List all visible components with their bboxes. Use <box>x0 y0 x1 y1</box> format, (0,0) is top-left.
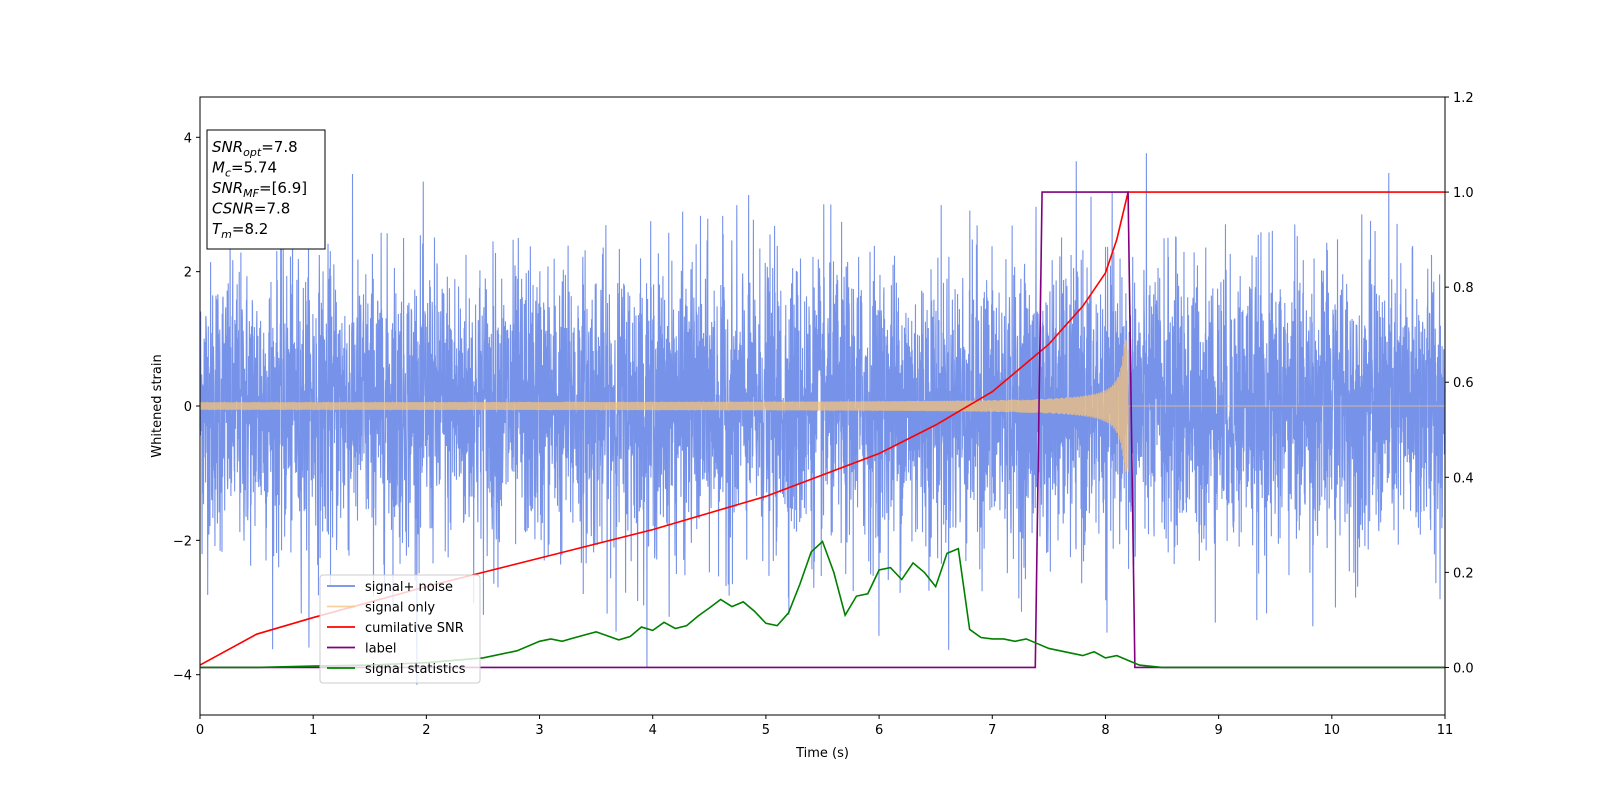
x-tick-label: 4 <box>649 723 657 738</box>
y2-tick-label: 0.8 <box>1453 281 1474 296</box>
info-line: Tm=8.2 <box>212 220 268 241</box>
legend-label: signal statistics <box>365 662 466 677</box>
axes: 0 1 2 3 4 5 6 7 8 9 10 11 −4 −2 0 2 4 0.0 0.2 0.4 0.6 0.8 1.0 1… <box>150 91 1474 761</box>
x-tick-label: 6 <box>875 723 883 738</box>
x-tick-label: 8 <box>1101 723 1109 738</box>
x-tick-label: 2 <box>422 723 430 738</box>
x-tick-label: 10 <box>1324 723 1341 738</box>
x-tick-label: 0 <box>196 723 204 738</box>
series-signal-plus-noise <box>199 153 1446 685</box>
legend-label: cumilative SNR <box>365 621 464 636</box>
y-tick-label: 4 <box>184 131 192 146</box>
legend: signal+ noise signal only cumilative SNR la… <box>319 574 481 684</box>
legend-label: label <box>365 642 396 657</box>
signal-statistics-line <box>200 540 1445 669</box>
y2-tick-label: 0.0 <box>1453 661 1474 676</box>
x-tick-label: 9 <box>1214 723 1222 738</box>
y-tick-label: −2 <box>173 534 192 549</box>
x-tick-label: 1 <box>309 723 317 738</box>
y2-tick-label: 0.4 <box>1453 471 1474 486</box>
series-signal-only <box>199 338 1445 474</box>
y2-tick-label: 0.2 <box>1453 566 1474 581</box>
signal-plus-noise-line <box>199 153 1446 685</box>
info-line: Mc=5.74 <box>212 159 277 180</box>
info-line: SNRMF=[6.9] <box>212 179 307 200</box>
y-axis-label: Whitened strain <box>150 354 165 457</box>
y2-tick-label: 1.0 <box>1453 186 1474 201</box>
y2-tick-label: 0.6 <box>1453 376 1474 391</box>
x-tick-label: 7 <box>988 723 996 738</box>
legend-label: signal+ noise <box>365 580 453 595</box>
legend-frame <box>319 574 481 684</box>
info-line: CSNR=7.8 <box>212 200 290 218</box>
x-axis-label: Time (s) <box>795 746 849 761</box>
x-tick-label: 11 <box>1437 723 1454 738</box>
y-tick-label: −4 <box>173 669 192 684</box>
info-box-frame <box>206 129 326 250</box>
y-tick-label: 0 <box>184 400 192 415</box>
info-line: SNRopt=7.8 <box>212 138 298 159</box>
x-tick-label: 5 <box>762 723 770 738</box>
y2-tick-label: 1.2 <box>1453 91 1474 106</box>
y-tick-label: 2 <box>184 266 192 281</box>
x-tick-label: 3 <box>535 723 543 738</box>
legend-label: signal only <box>365 601 435 616</box>
signal-only-line <box>199 338 1445 474</box>
